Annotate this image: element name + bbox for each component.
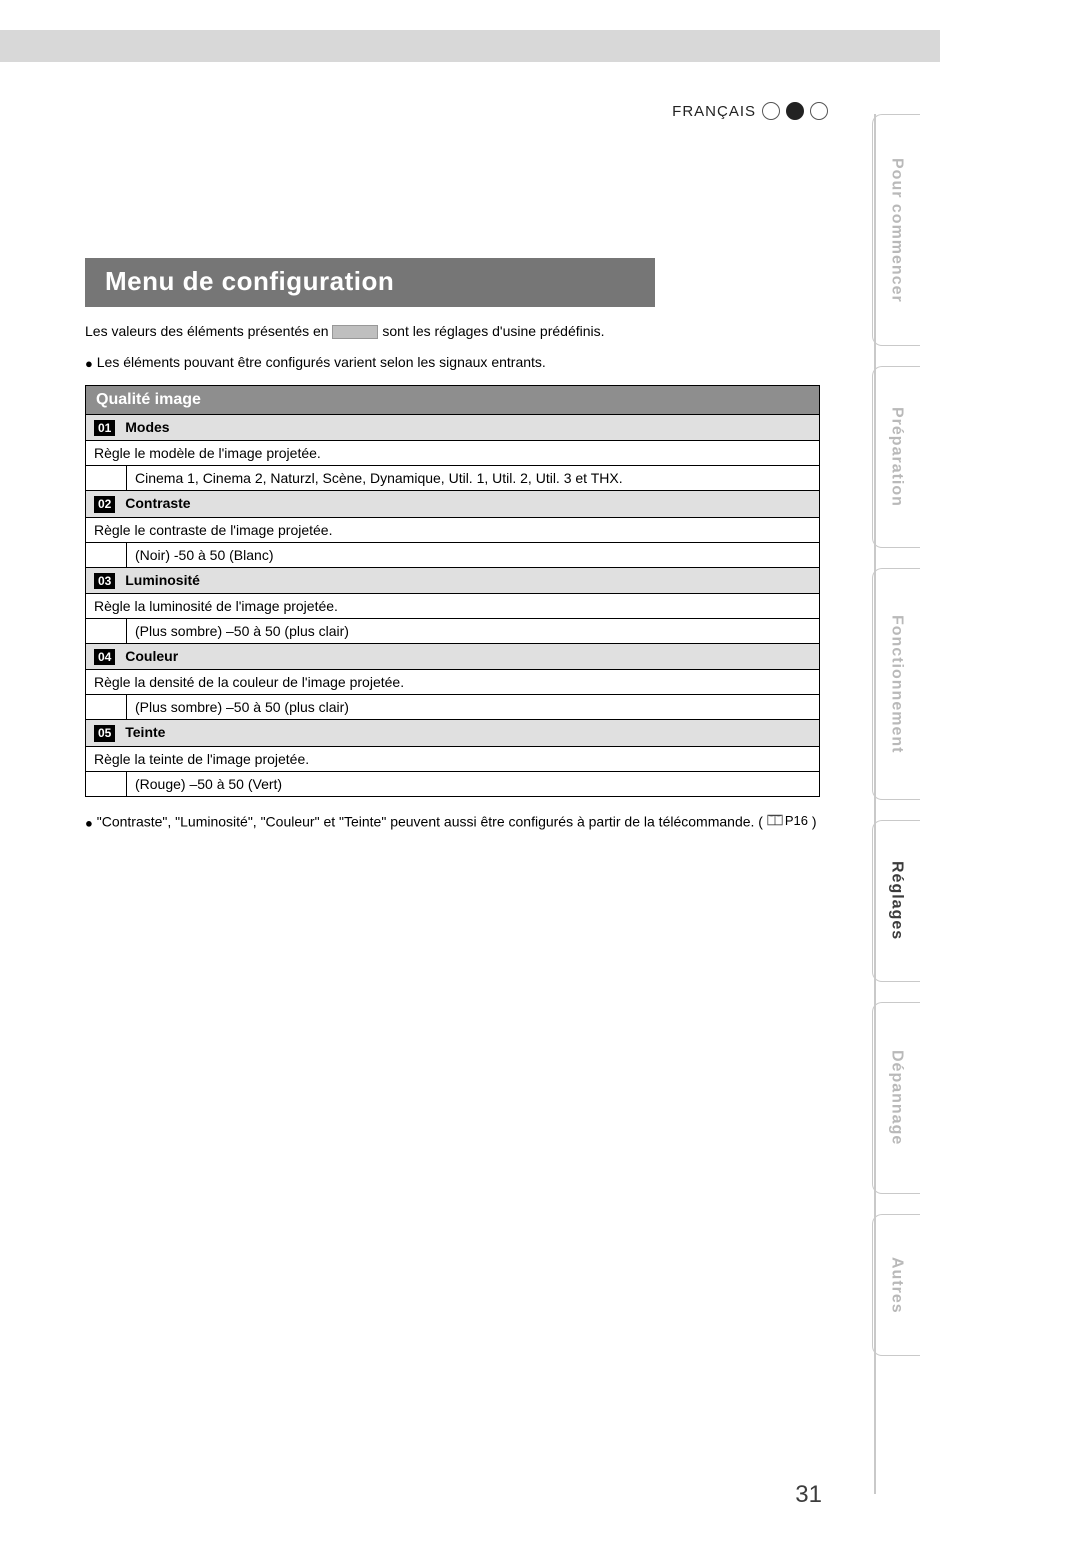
item-num-badge: 03 <box>94 573 115 589</box>
page-ref-icon: P16 <box>767 813 808 828</box>
item-label: Teinte <box>125 724 165 740</box>
item-label: Modes <box>125 419 169 435</box>
item-range-row: Cinema 1, Cinema 2, Naturzl, Scène, Dyna… <box>86 466 820 491</box>
bullet-icon: ● <box>85 356 93 371</box>
lang-circle-1 <box>762 102 780 120</box>
item-desc: Règle la teinte de l'image projetée. <box>86 746 820 771</box>
intro-line: Les valeurs des éléments présentés en so… <box>85 321 820 342</box>
item-range: (Rouge) –50 à 50 (Vert) <box>127 771 820 796</box>
bullet-note-text: Les éléments pouvant être configurés var… <box>97 354 546 370</box>
item-desc: Règle le contraste de l'image projetée. <box>86 517 820 542</box>
lang-circle-2-filled <box>786 102 804 120</box>
bullet-note-line: ● Les éléments pouvant être configurés v… <box>85 354 820 371</box>
footnote-line: ● "Contraste", "Luminosité", "Couleur" e… <box>85 813 820 830</box>
item-num-badge: 05 <box>94 725 115 741</box>
item-num-badge: 02 <box>94 496 115 512</box>
language-indicator: FRANÇAIS <box>672 102 828 120</box>
top-gray-band <box>0 30 940 62</box>
item-num-badge: 01 <box>94 420 115 436</box>
item-desc-row: Règle le modèle de l'image projetée. <box>86 441 820 466</box>
range-spacer <box>86 466 127 491</box>
range-spacer <box>86 771 127 796</box>
page-container: FRANÇAIS Menu de configuration Les valeu… <box>0 30 940 1545</box>
item-header: 02 Contraste <box>86 491 820 517</box>
item-desc-row: Règle la densité de la couleur de l'imag… <box>86 670 820 695</box>
range-spacer <box>86 695 127 720</box>
item-label: Luminosité <box>125 572 200 588</box>
intro-pre: Les valeurs des éléments présentés en <box>85 323 332 339</box>
tab-pour-commencer[interactable]: Pour commencer <box>872 114 920 346</box>
bullet-icon: ● <box>85 815 93 830</box>
item-header: 01 Modes <box>86 414 820 440</box>
footnote-text: "Contraste", "Luminosité", "Couleur" et … <box>97 813 763 829</box>
item-label: Couleur <box>125 648 178 664</box>
item-desc: Règle la densité de la couleur de l'imag… <box>86 670 820 695</box>
tab-depannage[interactable]: Dépannage <box>872 1002 920 1194</box>
item-header: 05 Teinte <box>86 720 820 746</box>
page-title: Menu de configuration <box>85 258 655 307</box>
default-indicator-box <box>332 325 378 339</box>
table-section-header: Qualité image <box>86 385 820 414</box>
tab-reglages[interactable]: Réglages <box>872 820 920 982</box>
item-desc-row: Règle la teinte de l'image projetée. <box>86 746 820 771</box>
section-header-cell: Qualité image <box>86 385 820 414</box>
item-header: 03 Luminosité <box>86 567 820 593</box>
item-desc-row: Règle la luminosité de l'image projetée. <box>86 593 820 618</box>
footnote-close: ) <box>812 813 817 829</box>
range-spacer <box>86 542 127 567</box>
item-range-row: (Plus sombre) –50 à 50 (plus clair) <box>86 618 820 643</box>
item-range-row: (Rouge) –50 à 50 (Vert) <box>86 771 820 796</box>
page-number: 31 <box>795 1481 822 1509</box>
item-range-row: (Noir) -50 à 50 (Blanc) <box>86 542 820 567</box>
item-desc: Règle la luminosité de l'image projetée. <box>86 593 820 618</box>
item-label: Contraste <box>125 495 190 511</box>
item-range: Cinema 1, Cinema 2, Naturzl, Scène, Dyna… <box>127 466 820 491</box>
side-tabs: Pour commencer Préparation Fonctionnemen… <box>872 114 920 1356</box>
tab-fonctionnement[interactable]: Fonctionnement <box>872 568 920 800</box>
main-content: Menu de configuration Les valeurs des él… <box>85 258 820 830</box>
page-ref-text: P16 <box>785 813 808 828</box>
item-num-badge: 04 <box>94 649 115 665</box>
item-header: 04 Couleur <box>86 643 820 669</box>
item-desc: Règle le modèle de l'image projetée. <box>86 441 820 466</box>
language-label: FRANÇAIS <box>672 103 756 120</box>
lang-circle-3 <box>810 102 828 120</box>
item-range: (Plus sombre) –50 à 50 (plus clair) <box>127 695 820 720</box>
config-table: Qualité image 01 Modes Règle le modèle d… <box>85 385 820 797</box>
item-range: (Plus sombre) –50 à 50 (plus clair) <box>127 618 820 643</box>
intro-post: sont les réglages d'usine prédéfinis. <box>382 323 604 339</box>
range-spacer <box>86 618 127 643</box>
item-range: (Noir) -50 à 50 (Blanc) <box>127 542 820 567</box>
tab-preparation[interactable]: Préparation <box>872 366 920 548</box>
item-range-row: (Plus sombre) –50 à 50 (plus clair) <box>86 695 820 720</box>
tab-autres[interactable]: Autres <box>872 1214 920 1356</box>
item-desc-row: Règle le contraste de l'image projetée. <box>86 517 820 542</box>
